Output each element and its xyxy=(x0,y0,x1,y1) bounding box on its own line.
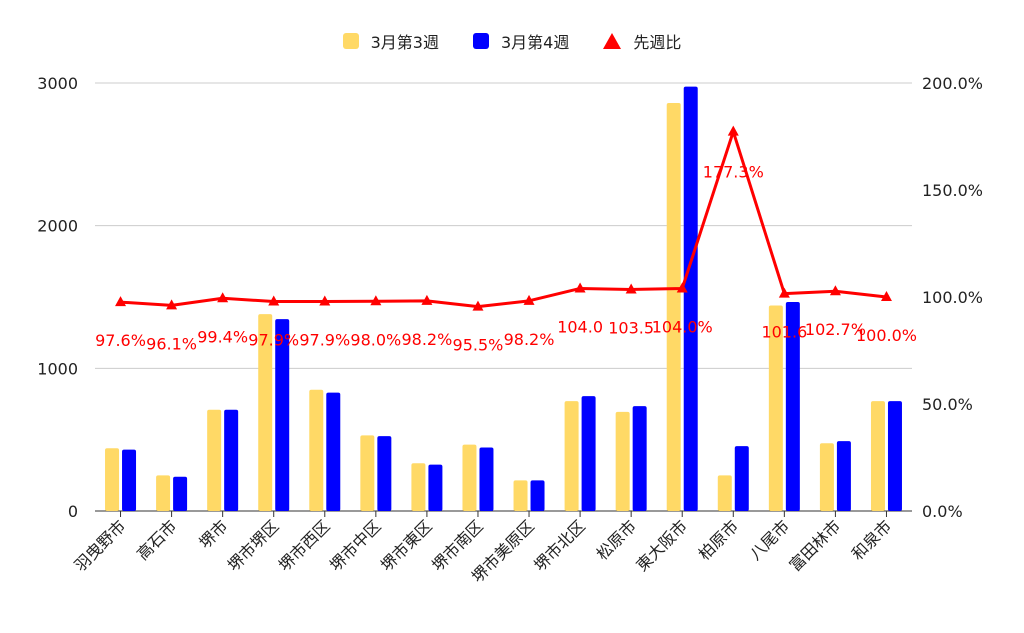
bar-week4 xyxy=(887,401,902,511)
x-axis-category-label: 堺市東区 xyxy=(377,516,436,575)
legend-item-week4[interactable]: 3月第4週 xyxy=(472,29,570,53)
bar-week3 xyxy=(105,448,120,511)
right-axis-tick-label: 0.0% xyxy=(922,502,963,521)
bar-week3 xyxy=(258,314,273,511)
ratio-marker xyxy=(217,292,229,303)
bar-week4 xyxy=(122,449,137,511)
bar-week4 xyxy=(479,447,494,511)
bar-week3 xyxy=(207,409,222,511)
x-axis-category-label: 堺市西区 xyxy=(275,516,334,575)
ratio-marker xyxy=(370,295,382,306)
ratio-data-label: 97.9% xyxy=(248,330,299,349)
x-axis-category-label: 高石市 xyxy=(133,516,180,563)
bar-week4 xyxy=(275,319,290,511)
right-axis-tick-label: 150.0% xyxy=(922,181,983,200)
bar-week3 xyxy=(870,401,885,511)
bar-week3 xyxy=(717,475,732,511)
bar-week4 xyxy=(683,86,698,512)
ratio-marker xyxy=(421,294,433,305)
bar-week4 xyxy=(326,392,341,511)
right-axis-tick-label: 50.0% xyxy=(922,395,973,414)
ratio-marker xyxy=(829,285,841,296)
bar-week4 xyxy=(224,409,239,511)
ratio-marker xyxy=(472,300,484,311)
ratio-marker xyxy=(115,296,127,307)
ratio-marker xyxy=(778,287,790,298)
left-axis-tick-label: 0 xyxy=(68,502,78,521)
legend-swatch-week3 xyxy=(342,33,359,49)
x-axis-category-label: 松原市 xyxy=(593,516,640,563)
ratio-data-label: 99.4% xyxy=(197,327,248,346)
bar-week3 xyxy=(462,444,477,511)
ratio-data-label: 96.1% xyxy=(146,334,197,353)
left-axis-tick-label: 3000 xyxy=(37,74,78,93)
x-axis-category-label: 東大阪市 xyxy=(632,516,691,575)
ratio-data-label: 97.9% xyxy=(299,330,350,349)
x-axis-category-label: 堺市堺区 xyxy=(224,516,283,575)
bar-week4 xyxy=(581,396,596,511)
bar-week4 xyxy=(530,480,545,511)
ratio-data-label: 177.3% xyxy=(703,163,764,182)
x-axis-category-label: 和泉市 xyxy=(848,516,895,563)
bar-week3 xyxy=(411,463,426,511)
legend-triangle-marker xyxy=(603,33,622,49)
bar-week3 xyxy=(564,401,579,511)
bar-week4 xyxy=(734,446,749,511)
x-axis-category-label: 柏原市 xyxy=(695,516,742,563)
bar-week3 xyxy=(819,443,834,511)
bar-week3 xyxy=(768,305,783,511)
left-axis-tick-label: 1000 xyxy=(37,359,78,378)
ratio-line xyxy=(120,130,887,309)
legend-item-week3[interactable]: 3月第3週 xyxy=(342,29,439,53)
bar-week4 xyxy=(428,464,443,511)
x-axis-category-label: 堺市 xyxy=(195,516,231,552)
bar-week3 xyxy=(156,475,171,511)
ratio-data-label: 98.2% xyxy=(401,330,452,349)
bar-week3 xyxy=(513,480,528,511)
x-axis-category-label: 堺市中区 xyxy=(326,516,385,575)
x-axis-category-label: 羽曳野市 xyxy=(71,516,130,575)
x-axis-category-label: 八尾市 xyxy=(746,516,793,563)
ratio-marker xyxy=(574,282,586,293)
ratio-marker xyxy=(268,295,280,306)
x-axis-category-label: 堺市北区 xyxy=(530,516,589,575)
bar-week4 xyxy=(785,301,800,511)
bar-week3 xyxy=(615,411,630,511)
bar-week3 xyxy=(309,389,324,511)
right-axis-tick-label: 100.0% xyxy=(922,288,983,307)
ratio-data-label: 102.7% xyxy=(805,320,866,339)
ratio-marker xyxy=(676,282,688,293)
ratio-data-label: 104.0 xyxy=(557,317,603,336)
x-axis-category-label: 富田林市 xyxy=(786,516,845,575)
ratio-data-label: 101.6 xyxy=(761,323,807,342)
ratio-data-label: 95.5% xyxy=(453,336,504,355)
legend-label-week3: 3月第3週 xyxy=(370,33,439,52)
bar-week4 xyxy=(173,476,188,511)
ratio-data-label: 97.6% xyxy=(95,331,146,350)
ratio-marker xyxy=(523,294,535,305)
ratio-marker xyxy=(166,299,178,310)
ratio-data-label: 98.0% xyxy=(350,330,401,349)
bar-week3 xyxy=(360,435,375,511)
legend-item-ratio[interactable]: 先週比 xyxy=(603,29,681,53)
ratio-data-label: 103.5 xyxy=(608,319,654,338)
ratio-marker xyxy=(625,283,637,294)
chart-legend: 3月第3週 3月第4週 先週比 xyxy=(0,28,1024,54)
bar-week4 xyxy=(377,436,392,511)
bar-week4 xyxy=(836,441,851,511)
legend-label-week4: 3月第4週 xyxy=(500,33,570,52)
bar-week4 xyxy=(632,406,647,511)
bar-week3 xyxy=(666,102,681,512)
right-axis-tick-label: 200.0% xyxy=(922,74,983,93)
left-axis-tick-label: 2000 xyxy=(37,217,78,236)
ratio-data-label: 100.0% xyxy=(856,326,917,345)
ratio-data-label: 104.0% xyxy=(652,317,713,336)
legend-swatch-week4 xyxy=(472,33,489,49)
legend-label-ratio: 先週比 xyxy=(633,33,682,52)
ratio-marker xyxy=(319,295,331,306)
ratio-marker xyxy=(880,291,892,301)
ratio-marker xyxy=(727,125,739,136)
ratio-data-label: 98.2% xyxy=(504,330,555,349)
